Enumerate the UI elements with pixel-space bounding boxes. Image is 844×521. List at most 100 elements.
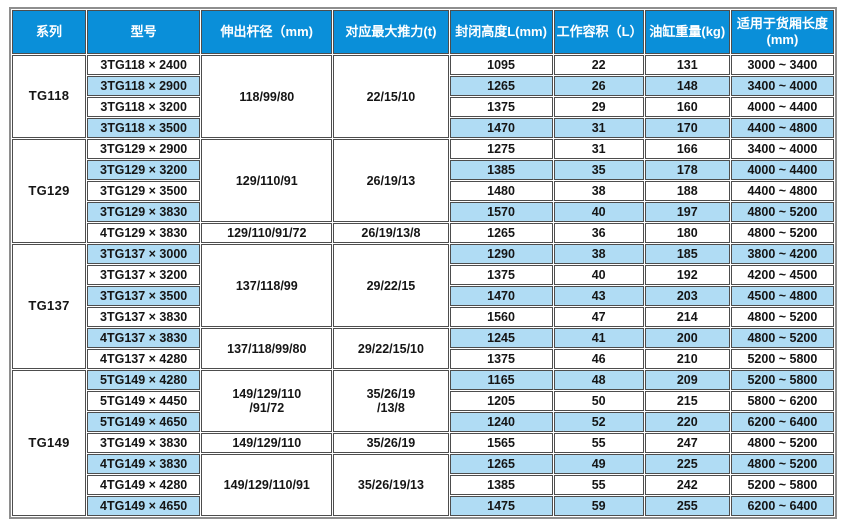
closed-height-cell: 1240 [449, 412, 553, 432]
model-cell: 4TG137 × 3830 [87, 328, 201, 348]
weight-cell: 188 [644, 181, 730, 201]
table-row: 3TG137 × 3200 1375 40 192 4200 ~ 4500 [12, 265, 834, 285]
weight-cell: 220 [644, 412, 730, 432]
closed-height-cell: 1245 [449, 328, 553, 348]
volume-cell: 55 [553, 475, 644, 495]
table-row: 5TG149 × 4650 1240 52 220 6200 ~ 6400 [12, 412, 834, 432]
box-length-cell: 4500 ~ 4800 [730, 286, 834, 306]
model-cell: 3TG137 × 3830 [87, 307, 201, 327]
thrust-cell: 35/26/19/13 [333, 454, 449, 516]
weight-cell: 214 [644, 307, 730, 327]
weight-cell: 225 [644, 454, 730, 474]
box-length-cell: 3000 ~ 3400 [730, 55, 834, 75]
volume-cell: 35 [553, 160, 644, 180]
header-series: 系列 [12, 10, 87, 54]
series-cell: TG118 [12, 55, 87, 138]
rod-diameter-cell: 137/118/99 [201, 244, 333, 327]
closed-height-cell: 1375 [449, 265, 553, 285]
closed-height-cell: 1570 [449, 202, 553, 222]
closed-height-cell: 1275 [449, 139, 553, 159]
weight-cell: 180 [644, 223, 730, 243]
header-model: 型号 [87, 10, 201, 54]
volume-cell: 43 [553, 286, 644, 306]
closed-height-cell: 1560 [449, 307, 553, 327]
header-working-volume: 工作容积（L） [553, 10, 644, 54]
closed-height-cell: 1165 [449, 370, 553, 390]
weight-cell: 192 [644, 265, 730, 285]
weight-cell: 210 [644, 349, 730, 369]
rod-diameter-cell: 129/110/91/72 [201, 223, 333, 243]
volume-cell: 50 [553, 391, 644, 411]
thrust-cell: 35/26/19 /13/8 [333, 370, 449, 432]
model-cell: 3TG118 × 2400 [87, 55, 201, 75]
model-cell: 3TG137 × 3500 [87, 286, 201, 306]
rod-diameter-cell: 149/129/110/91 [201, 454, 333, 516]
series-cell: TG129 [12, 139, 87, 243]
table-row: 4TG129 × 3830 129/110/91/72 26/19/13/8 1265… [12, 223, 834, 243]
series-cell: TG137 [12, 244, 87, 369]
header-cylinder-weight: 油缸重量(kg) [644, 10, 730, 54]
table-row: TG149 5TG149 × 4280 149/129/110 /91/72 35/2… [12, 370, 834, 516]
table-row: 4TG149 × 4650 1475 59 255 6200 ~ 6400 [12, 496, 834, 516]
rod-diameter-cell: 149/129/110 [201, 433, 333, 453]
thrust-cell: 26/19/13 [333, 139, 449, 222]
box-length-cell: 3400 ~ 4000 [730, 76, 834, 96]
volume-cell: 46 [553, 349, 644, 369]
closed-height-cell: 1265 [449, 76, 553, 96]
volume-cell: 59 [553, 496, 644, 516]
closed-height-cell: 1470 [449, 286, 553, 306]
closed-height-cell: 1265 [449, 454, 553, 474]
volume-cell: 55 [553, 433, 644, 453]
header-rod-diameter: 伸出杆径（mm) [201, 10, 333, 54]
weight-cell: 148 [644, 76, 730, 96]
weight-cell: 185 [644, 244, 730, 264]
rod-diameter-cell: 118/99/80 [201, 55, 333, 138]
table-row: 3TG118 × 3500 1470 31 170 4400 ~ 4800 [12, 118, 834, 138]
volume-cell: 36 [553, 223, 644, 243]
volume-cell: 31 [553, 118, 644, 138]
volume-cell: 40 [553, 202, 644, 222]
table-row: 4TG137 × 4280 1375 46 210 5200 ~ 5800 [12, 349, 834, 369]
volume-cell: 26 [553, 76, 644, 96]
model-cell: 3TG137 × 3200 [87, 265, 201, 285]
box-length-cell: 4800 ~ 5200 [730, 307, 834, 327]
table-row: 3TG129 × 3200 1385 35 178 4000 ~ 4400 [12, 160, 834, 180]
volume-cell: 49 [553, 454, 644, 474]
weight-cell: 131 [644, 55, 730, 75]
box-length-cell: 4400 ~ 4800 [730, 118, 834, 138]
model-cell: 3TG129 × 2900 [87, 139, 201, 159]
table-row: 3TG137 × 3500 1470 43 203 4500 ~ 4800 [12, 286, 834, 306]
closed-height-cell: 1375 [449, 97, 553, 117]
box-length-cell: 4800 ~ 5200 [730, 223, 834, 243]
spec-table-header: 系列 型号 伸出杆径（mm) 对应最大推力(t) 封闭高度L(mm) 工作容积（… [12, 10, 834, 54]
model-cell: 4TG149 × 4280 [87, 475, 201, 495]
thrust-cell: 29/22/15 [333, 244, 449, 327]
closed-height-cell: 1470 [449, 118, 553, 138]
box-length-cell: 5200 ~ 5800 [730, 475, 834, 495]
box-length-cell: 4400 ~ 4800 [730, 181, 834, 201]
weight-cell: 242 [644, 475, 730, 495]
box-length-cell: 4800 ~ 5200 [730, 433, 834, 453]
table-row: TG118 3TG118 × 2400 118/99/80 22/15/10 1095 2… [12, 55, 834, 138]
table-row: 3TG118 × 3200 1375 29 160 4000 ~ 4400 [12, 97, 834, 117]
weight-cell: 160 [644, 97, 730, 117]
closed-height-cell: 1095 [449, 55, 553, 75]
box-length-cell: 5200 ~ 5800 [730, 349, 834, 369]
box-length-cell: 3400 ~ 4000 [730, 139, 834, 159]
model-cell: 3TG149 × 3830 [87, 433, 201, 453]
box-length-cell: 5200 ~ 5800 [730, 370, 834, 390]
weight-cell: 197 [644, 202, 730, 222]
closed-height-cell: 1385 [449, 160, 553, 180]
model-cell: 3TG129 × 3830 [87, 202, 201, 222]
spec-table: 系列 型号 伸出杆径（mm) 对应最大推力(t) 封闭高度L(mm) 工作容积（… [9, 7, 837, 519]
volume-cell: 48 [553, 370, 644, 390]
model-cell: 5TG149 × 4650 [87, 412, 201, 432]
thrust-cell: 22/15/10 [333, 55, 449, 138]
table-row: 3TG129 × 3500 1480 38 188 4400 ~ 4800 [12, 181, 834, 201]
header-row: 系列 型号 伸出杆径（mm) 对应最大推力(t) 封闭高度L(mm) 工作容积（… [12, 10, 834, 54]
table-row: 3TG129 × 3830 1570 40 197 4800 ~ 5200 [12, 202, 834, 222]
rod-diameter-cell: 149/129/110 /91/72 [201, 370, 333, 432]
weight-cell: 166 [644, 139, 730, 159]
table-row: 3TG137 × 3830 1560 47 214 4800 ~ 5200 [12, 307, 834, 327]
